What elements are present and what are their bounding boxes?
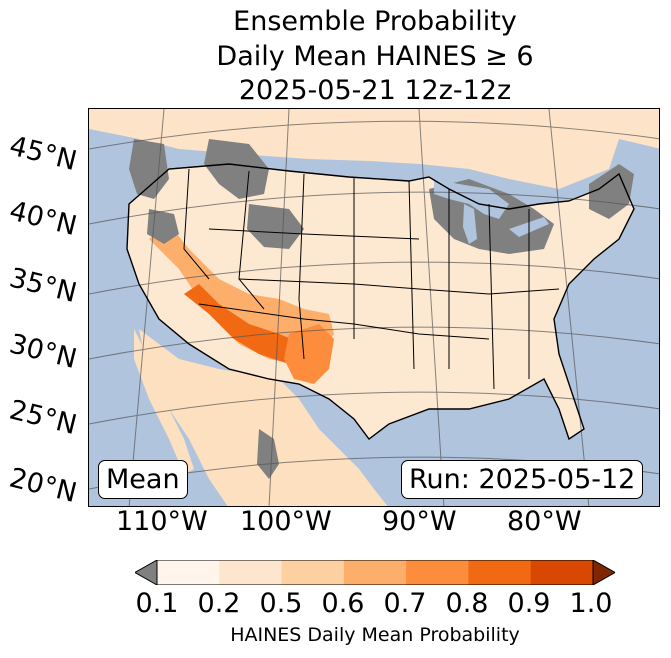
lat-label-30: 30°N	[6, 328, 80, 376]
colorbar-over-arrow	[592, 560, 615, 585]
title-line-1: Ensemble Probability	[233, 6, 517, 37]
colorbar-tick-3: 0.6	[321, 588, 365, 619]
gray-area-nevada	[147, 209, 179, 244]
lon-label-80: 80°W	[507, 506, 582, 537]
colorbar-cell	[468, 560, 532, 585]
colorbar-label: HAINES Daily Mean Probability	[230, 624, 520, 646]
canada-land	[89, 109, 659, 189]
colorbar-tick-7: 1.0	[569, 588, 613, 619]
colorbar-cell	[157, 560, 220, 585]
gray-area-mexico	[257, 429, 279, 479]
lat-label-35: 35°N	[6, 262, 80, 310]
lat-label-20: 20°N	[6, 462, 80, 510]
colorbar	[135, 560, 615, 585]
colorbar-tick-1: 0.2	[197, 588, 241, 619]
usa-outline	[126, 163, 635, 441]
great-lakes	[434, 179, 509, 219]
lat-label-40: 40°N	[6, 195, 80, 243]
gray-area-pacific-nw	[129, 139, 169, 199]
lat-label-45: 45°N	[6, 130, 80, 178]
title-line-2: Daily Mean HAINES ≥ 6	[216, 41, 534, 72]
lon-label-110: 110°W	[116, 506, 208, 537]
lon-label-90: 90°W	[382, 506, 457, 537]
lon-label-100: 100°W	[240, 506, 332, 537]
gray-area-wyoming	[247, 204, 304, 249]
colorbar-cell	[219, 560, 283, 585]
baja-land	[134, 329, 194, 474]
colorbar-cells	[157, 560, 594, 585]
colorbar-frame	[156, 560, 594, 585]
colorbar-tick-6: 0.9	[507, 588, 551, 619]
run-box: Run: 2025-05-12	[401, 460, 644, 499]
lat-label-25: 25°N	[6, 394, 80, 442]
colorbar-cell	[343, 560, 407, 585]
mexico-land	[139, 329, 388, 506]
prob-area-texas	[284, 324, 334, 384]
map-canvas	[89, 109, 659, 506]
colorbar-tick-5: 0.8	[445, 588, 489, 619]
colorbar-cell	[406, 560, 469, 585]
lake-michigan	[463, 204, 477, 244]
graticule	[89, 109, 659, 506]
gray-area-northeast	[589, 164, 634, 219]
map-panel	[88, 108, 660, 507]
colorbar-tick-2: 0.5	[259, 588, 303, 619]
colorbar-cell	[530, 560, 594, 585]
colorbar-under-arrow	[135, 560, 158, 585]
colorbar-cell	[281, 560, 345, 585]
colorbar-tick-0: 0.1	[135, 588, 179, 619]
stat-box: Mean	[98, 460, 188, 499]
title-line-3: 2025-05-21 12z-12z	[238, 75, 512, 106]
prob-area-southwest	[149, 224, 334, 364]
gray-area-north-rockies	[204, 139, 269, 199]
colorbar-tick-4: 0.7	[383, 588, 427, 619]
